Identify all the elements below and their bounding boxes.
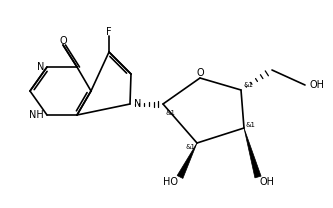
Text: &1: &1 [165, 110, 175, 116]
Text: O: O [59, 36, 67, 46]
Text: HO: HO [163, 177, 178, 187]
Polygon shape [244, 128, 261, 178]
Text: F: F [106, 27, 112, 37]
Text: &1: &1 [185, 144, 195, 150]
Text: N: N [37, 62, 44, 72]
Polygon shape [177, 143, 197, 178]
Text: O: O [196, 68, 204, 78]
Text: OH: OH [260, 177, 275, 187]
Text: &1: &1 [246, 122, 256, 128]
Text: &1: &1 [244, 82, 254, 88]
Text: NH: NH [29, 110, 44, 120]
Text: OH: OH [310, 80, 325, 90]
Text: N: N [134, 99, 142, 109]
